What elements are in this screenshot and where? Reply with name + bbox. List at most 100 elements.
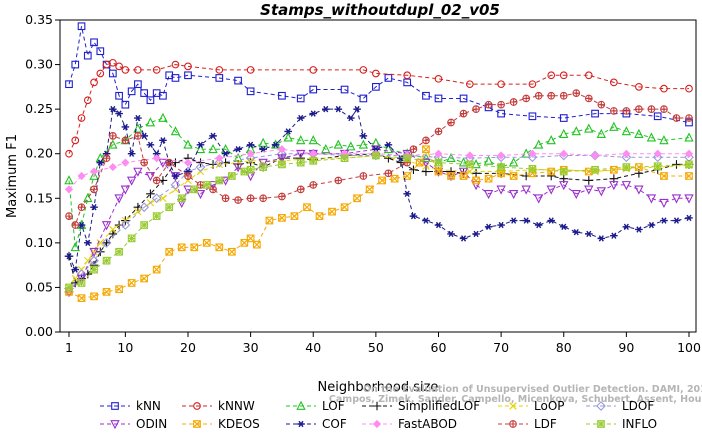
data-point-loop — [71, 274, 79, 283]
series-line-fastabod — [68, 148, 689, 190]
data-point-kdeos — [390, 174, 399, 183]
data-point-cof — [685, 214, 693, 222]
data-point-knnw — [184, 62, 192, 71]
data-point-knnw — [660, 84, 668, 93]
data-point-ldf — [334, 176, 343, 185]
data-point-inflo — [528, 165, 537, 173]
data-point-loop — [466, 167, 474, 176]
data-point-lof — [70, 242, 80, 252]
data-point-kdeos — [353, 194, 361, 203]
data-point-cof — [171, 172, 180, 180]
data-point-ldf — [140, 158, 149, 167]
series-cof — [65, 105, 693, 273]
legend-item-simplifiedlof: SimplifiedLOF — [362, 399, 480, 413]
data-point-lof — [258, 137, 268, 147]
legend-label-kdeos: KDEOS — [218, 417, 260, 431]
x-axis-label: Neighborhood size — [318, 380, 439, 395]
data-point-ldf — [71, 221, 80, 229]
data-point-ldof — [139, 202, 150, 213]
data-point-fastabod — [590, 151, 600, 160]
data-point-fastabod — [277, 145, 287, 154]
data-point-ldof — [527, 152, 538, 163]
data-point-lof — [158, 112, 168, 122]
data-point-odin — [609, 181, 619, 191]
series-line-odin — [68, 148, 689, 293]
data-point-knnw — [372, 69, 380, 78]
data-point-cof — [434, 221, 443, 229]
data-point-cof — [90, 203, 98, 211]
data-point-ldf — [152, 176, 161, 185]
data-point-odin — [421, 158, 431, 168]
data-point-lof — [296, 135, 306, 145]
data-point-knn — [215, 74, 224, 82]
legend-label-inflo: INFLO — [622, 417, 657, 431]
data-point-knn — [96, 47, 105, 56]
x-axis-ticks: 1 10 20 30 40 50 60 70 80 90 100 — [65, 332, 701, 355]
data-point-cof — [296, 114, 305, 122]
data-point-odin — [89, 247, 99, 258]
data-point-ldf — [409, 145, 418, 154]
data-point-lof — [483, 155, 494, 165]
data-point-cof — [259, 146, 267, 153]
data-point-odin — [671, 194, 682, 204]
data-point-knnw — [685, 84, 693, 93]
data-point-kdeos — [246, 234, 255, 243]
data-point-cof — [96, 159, 105, 166]
legend-marker-inflo — [597, 420, 605, 428]
data-point-knnw — [65, 149, 73, 158]
data-point-simplifiedlof — [471, 169, 481, 178]
legend-marker-simplifiedlof — [372, 401, 382, 411]
data-point-lof — [596, 128, 607, 138]
data-point-kdeos — [459, 172, 468, 180]
y-tick-label: 0.00 — [25, 324, 53, 339]
data-point-ldf — [597, 100, 606, 109]
data-point-kdeos — [140, 274, 149, 283]
legend-item-knnw: kNNW — [182, 399, 255, 413]
data-point-fastabod — [215, 154, 224, 163]
data-point-kdeos — [484, 174, 493, 183]
data-point-knn — [71, 60, 80, 69]
data-point-lof — [458, 157, 469, 167]
legend-label-loop: LoOP — [534, 399, 565, 413]
data-point-lof — [321, 143, 331, 154]
x-tick-label: 70 — [493, 340, 509, 355]
x-tick-label: 80 — [556, 340, 572, 355]
data-point-kdeos — [290, 212, 299, 220]
data-point-knn — [115, 91, 123, 100]
data-point-knnw — [528, 80, 537, 89]
data-point-cof — [83, 239, 92, 247]
data-point-ldf — [472, 105, 480, 113]
data-point-ldf — [309, 181, 318, 189]
data-point-odin — [183, 185, 193, 195]
data-point-simplifiedlof — [584, 176, 594, 185]
series-line-inflo — [68, 154, 690, 288]
data-point-odin — [559, 181, 569, 191]
data-point-odin — [646, 194, 657, 204]
data-point-odin — [634, 185, 644, 195]
data-point-ldf — [647, 105, 656, 113]
data-point-simplifiedlof — [546, 171, 556, 181]
data-point-loop — [96, 239, 105, 247]
data-point-lof — [89, 170, 99, 180]
data-point-ldf — [221, 194, 230, 203]
data-point-fastabod — [152, 154, 161, 163]
y-tick-label: 0.15 — [25, 190, 53, 205]
data-point-inflo — [215, 176, 224, 185]
data-point-knnw — [309, 66, 318, 74]
data-point-kdeos — [227, 247, 236, 256]
data-point-cof — [547, 217, 556, 224]
data-point-ldof — [652, 152, 663, 163]
data-point-lof — [546, 135, 556, 145]
data-point-ldof — [590, 150, 600, 161]
data-point-lof — [64, 175, 74, 185]
data-point-inflo — [309, 156, 318, 165]
y-axis-label: Maximum F1 — [5, 134, 20, 218]
legend: kNN kNNW LOF SimplifiedLOF LoOP LDOF ODIN KDEOS… — [100, 399, 657, 431]
data-point-ldf — [572, 89, 581, 97]
legend-label-odin: ODIN — [136, 417, 167, 431]
legend-marker-knn — [111, 402, 119, 410]
data-point-cof — [134, 114, 142, 122]
data-point-cof — [234, 146, 242, 153]
data-point-knn — [234, 76, 242, 85]
data-point-knn — [108, 69, 117, 78]
